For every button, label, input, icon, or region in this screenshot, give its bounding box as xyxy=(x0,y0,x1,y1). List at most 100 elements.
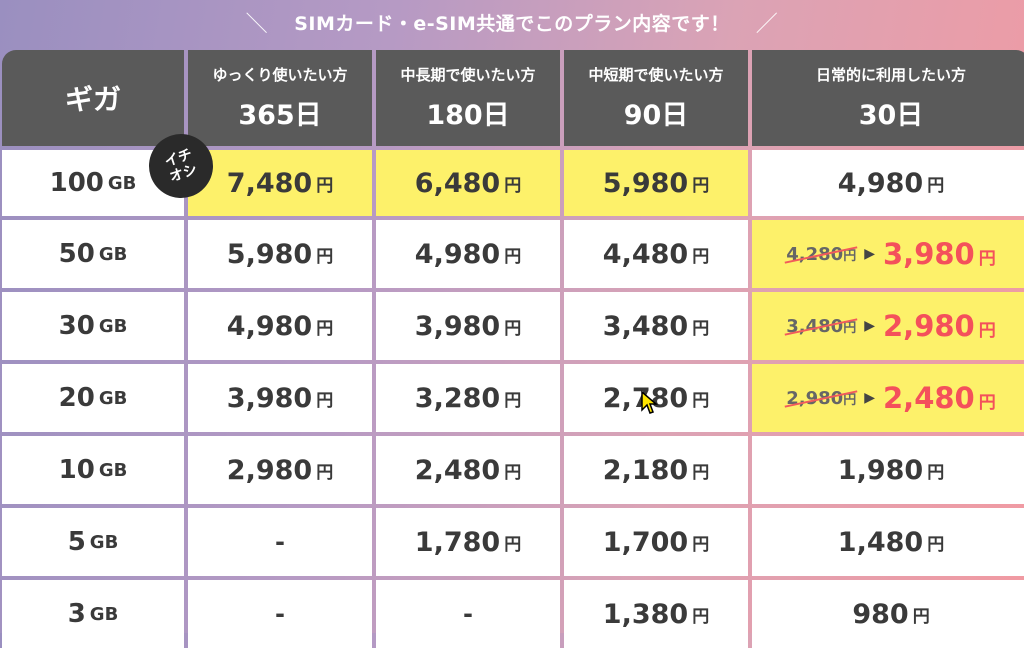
banner-slash-right: ／ xyxy=(755,12,779,37)
new-price: 3,980 円 xyxy=(883,237,996,271)
price-dash: - xyxy=(463,600,473,628)
yen-unit: 円 xyxy=(504,462,522,483)
yen-unit: 円 xyxy=(843,248,857,264)
plan-days: 180日 xyxy=(426,100,510,131)
giga-label: 30 GB xyxy=(2,292,184,360)
price-cell: 1,980 円 xyxy=(752,436,1024,504)
price-value: 3,280 xyxy=(414,382,501,414)
banner: ＼ SIMカード・e-SIM共通でこのプラン内容です！ ／ xyxy=(0,0,1024,44)
plan-days: 30日 xyxy=(858,100,924,131)
price-cell: 4,480 円 xyxy=(564,220,748,288)
giga-unit: GB xyxy=(98,459,128,481)
price-value: 4,980 xyxy=(226,310,313,342)
price-cell: 3,480 円 xyxy=(564,292,748,360)
new-price: 2,980 円 xyxy=(883,309,996,343)
price-value: 3,980 xyxy=(226,382,313,414)
yen-unit: 円 xyxy=(843,320,857,336)
yen-unit: 円 xyxy=(692,534,710,555)
price-cell: 2,480 円 xyxy=(376,436,560,504)
giga-unit: GB xyxy=(98,315,128,337)
yen-unit: 円 xyxy=(692,606,710,627)
price-value: 1,980 xyxy=(837,454,924,486)
sale-price-cell: 2,980円 ▶ 2,480 円 xyxy=(752,364,1024,432)
yen-unit: 円 xyxy=(912,606,930,627)
price-cell: 5,980 円 xyxy=(564,150,748,216)
new-price-value: 2,480 xyxy=(883,381,975,415)
price-cell-empty: - xyxy=(188,580,372,648)
giga-unit: GB xyxy=(98,387,128,409)
yen-unit: 円 xyxy=(927,462,945,483)
header-plan-180: 中長期で使いたい方 180日 xyxy=(376,50,560,146)
yen-unit: 円 xyxy=(692,246,710,267)
price-cell: 3,280 円 xyxy=(376,364,560,432)
yen-unit: 円 xyxy=(978,321,996,341)
price-cell: 6,480 円 xyxy=(376,150,560,216)
old-price-value: 3,480 xyxy=(786,315,844,337)
price-value: 980 xyxy=(852,598,909,630)
giga-unit: GB xyxy=(89,603,119,625)
new-price-value: 3,980 xyxy=(883,237,975,271)
old-price: 2,980円 xyxy=(786,388,856,409)
price-table: ギガ ゆっくり使いたい方 365日 中長期で使いたい方 180日 中短期で使いた… xyxy=(2,50,1024,648)
price-value: 5,980 xyxy=(226,238,313,270)
price-dash: - xyxy=(275,600,285,628)
giga-label: 50 GB xyxy=(2,220,184,288)
header-plan-365: ゆっくり使いたい方 365日 xyxy=(188,50,372,146)
plan-subtitle: 日常的に利用したい方 xyxy=(815,66,966,84)
price-value: 4,980 xyxy=(837,167,924,199)
yen-unit: 円 xyxy=(692,175,710,196)
price-cell: 4,980 円 xyxy=(188,292,372,360)
new-price-value: 2,980 xyxy=(883,309,975,343)
price-cell: 1,480 円 xyxy=(752,508,1024,576)
yen-unit: 円 xyxy=(316,390,334,411)
price-cell: 1,380 円 xyxy=(564,580,748,648)
giga-value: 3 xyxy=(67,599,86,629)
mouse-cursor-icon xyxy=(641,390,658,414)
giga-unit: GB xyxy=(107,172,137,194)
yen-unit: 円 xyxy=(978,249,996,269)
price-cell: 4,980 円 xyxy=(376,220,560,288)
old-price: 4,280円 xyxy=(786,244,856,265)
giga-value: 30 xyxy=(58,311,95,341)
yen-unit: 円 xyxy=(504,246,522,267)
giga-label: 3 GB xyxy=(2,580,184,648)
yen-unit: 円 xyxy=(504,318,522,339)
price-value: 7,480 xyxy=(226,167,313,199)
giga-label: 5 GB xyxy=(2,508,184,576)
sale-price-cell: 3,480円 ▶ 2,980 円 xyxy=(752,292,1024,360)
giga-label: 10 GB xyxy=(2,436,184,504)
sale-price-cell: 4,280円 ▶ 3,980 円 xyxy=(752,220,1024,288)
yen-unit: 円 xyxy=(978,393,996,413)
new-price: 2,480 円 xyxy=(883,381,996,415)
giga-value: 100 xyxy=(49,168,104,198)
price-value: 2,480 xyxy=(414,454,501,486)
price-value: 2,980 xyxy=(226,454,313,486)
price-value: 1,780 xyxy=(414,526,501,558)
yen-unit: 円 xyxy=(843,392,857,408)
price-value: 4,480 xyxy=(602,238,689,270)
arrow-right-icon: ▶ xyxy=(864,318,875,334)
price-value: 3,980 xyxy=(414,310,501,342)
yen-unit: 円 xyxy=(692,390,710,411)
price-cell-empty: - xyxy=(188,508,372,576)
yen-unit: 円 xyxy=(927,534,945,555)
giga-value: 10 xyxy=(58,455,95,485)
giga-value: 20 xyxy=(58,383,95,413)
banner-slash-left: ＼ xyxy=(245,12,269,37)
arrow-right-icon: ▶ xyxy=(864,390,875,406)
price-cell: 980 円 xyxy=(752,580,1024,648)
plan-subtitle: ゆっくり使いたい方 xyxy=(212,66,348,84)
banner-title: SIMカード・e-SIM共通でこのプラン内容です！ xyxy=(294,12,730,35)
yen-unit: 円 xyxy=(927,175,945,196)
yen-unit: 円 xyxy=(692,462,710,483)
yen-unit: 円 xyxy=(504,175,522,196)
price-value: 1,700 xyxy=(602,526,689,558)
giga-value: 50 xyxy=(58,239,95,269)
price-value: 3,480 xyxy=(602,310,689,342)
price-cell: 1,700 円 xyxy=(564,508,748,576)
yen-unit: 円 xyxy=(504,534,522,555)
price-cell: 2,180 円 xyxy=(564,436,748,504)
plan-subtitle: 中短期で使いたい方 xyxy=(588,66,724,84)
price-cell: 4,980 円 xyxy=(752,150,1024,216)
